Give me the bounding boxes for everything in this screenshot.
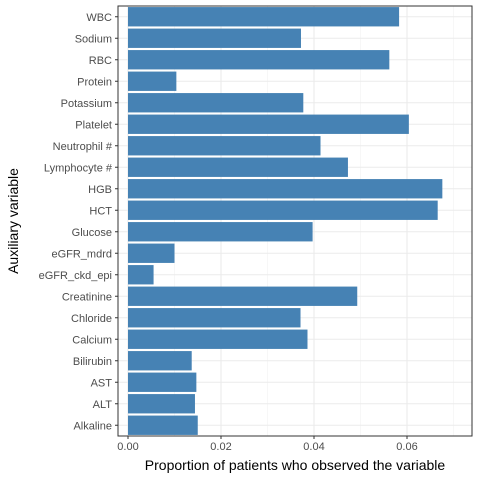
bar-Sodium — [128, 28, 301, 48]
bar-HCT — [128, 200, 438, 220]
bar-AST — [128, 372, 197, 392]
y-tick-label: HGB — [88, 184, 112, 196]
y-tick-label: Neutrophil # — [53, 141, 113, 153]
bar-Protein — [128, 71, 177, 91]
panel-border — [117, 5, 473, 437]
bar-Platelet — [128, 114, 409, 134]
bar-ALT — [128, 394, 195, 414]
y-axis-title: Auxiliary variable — [5, 168, 21, 274]
y-axis: WBC Sodium RBC Protein Potassium Platelet Neut… — [39, 12, 118, 432]
bar-Creatinine — [128, 286, 358, 306]
bar-Alkaline — [128, 415, 198, 435]
bar-Bilirubin — [128, 351, 192, 371]
bar-Chloride — [128, 308, 301, 328]
x-axis-title: Proportion of patients who observed the … — [145, 457, 446, 473]
bar-eGFR_mdrd — [128, 243, 175, 263]
y-tick-label: RBC — [89, 55, 112, 67]
x-tick-label: 0.04 — [303, 441, 324, 453]
y-tick-label: HCT — [89, 205, 112, 217]
bars — [128, 7, 443, 435]
y-tick-label: Platelet — [75, 119, 112, 131]
y-tick-label: Lymphocyte # — [44, 162, 113, 174]
x-tick-label: 0.06 — [396, 441, 417, 453]
y-tick-label: Creatinine — [62, 291, 112, 303]
bar-Lymphocyte # — [128, 157, 348, 177]
y-tick-label: Chloride — [71, 313, 112, 325]
y-tick-label: AST — [91, 377, 113, 389]
y-tick-label: Potassium — [61, 98, 112, 110]
bar-WBC — [128, 7, 400, 27]
bar-Calcium — [128, 329, 308, 349]
y-tick-label: ALT — [93, 399, 113, 411]
y-tick-label: Protein — [77, 76, 112, 88]
panel-background — [118, 6, 472, 436]
bar-RBC — [128, 50, 390, 70]
bar-Neutrophil # — [128, 136, 321, 156]
y-tick-label: eGFR_ckd_epi — [39, 270, 112, 282]
bar-eGFR_ckd_epi — [128, 265, 154, 285]
y-tick-label: Alkaline — [73, 420, 112, 432]
y-tick-label: eGFR_mdrd — [51, 248, 112, 260]
y-tick-label: Glucose — [72, 227, 112, 239]
x-tick-label: 0.00 — [117, 441, 138, 453]
y-tick-label: WBC — [86, 12, 112, 24]
bar-Potassium — [128, 93, 304, 113]
x-axis: 0.00 0.02 0.04 0.06 — [117, 436, 418, 453]
y-tick-label: Sodium — [75, 33, 112, 45]
y-tick-label: Calcium — [72, 334, 112, 346]
y-tick-label: Bilirubin — [73, 356, 112, 368]
x-tick-label: 0.02 — [210, 441, 231, 453]
bar-HGB — [128, 179, 443, 199]
bar-Glucose — [128, 222, 313, 242]
